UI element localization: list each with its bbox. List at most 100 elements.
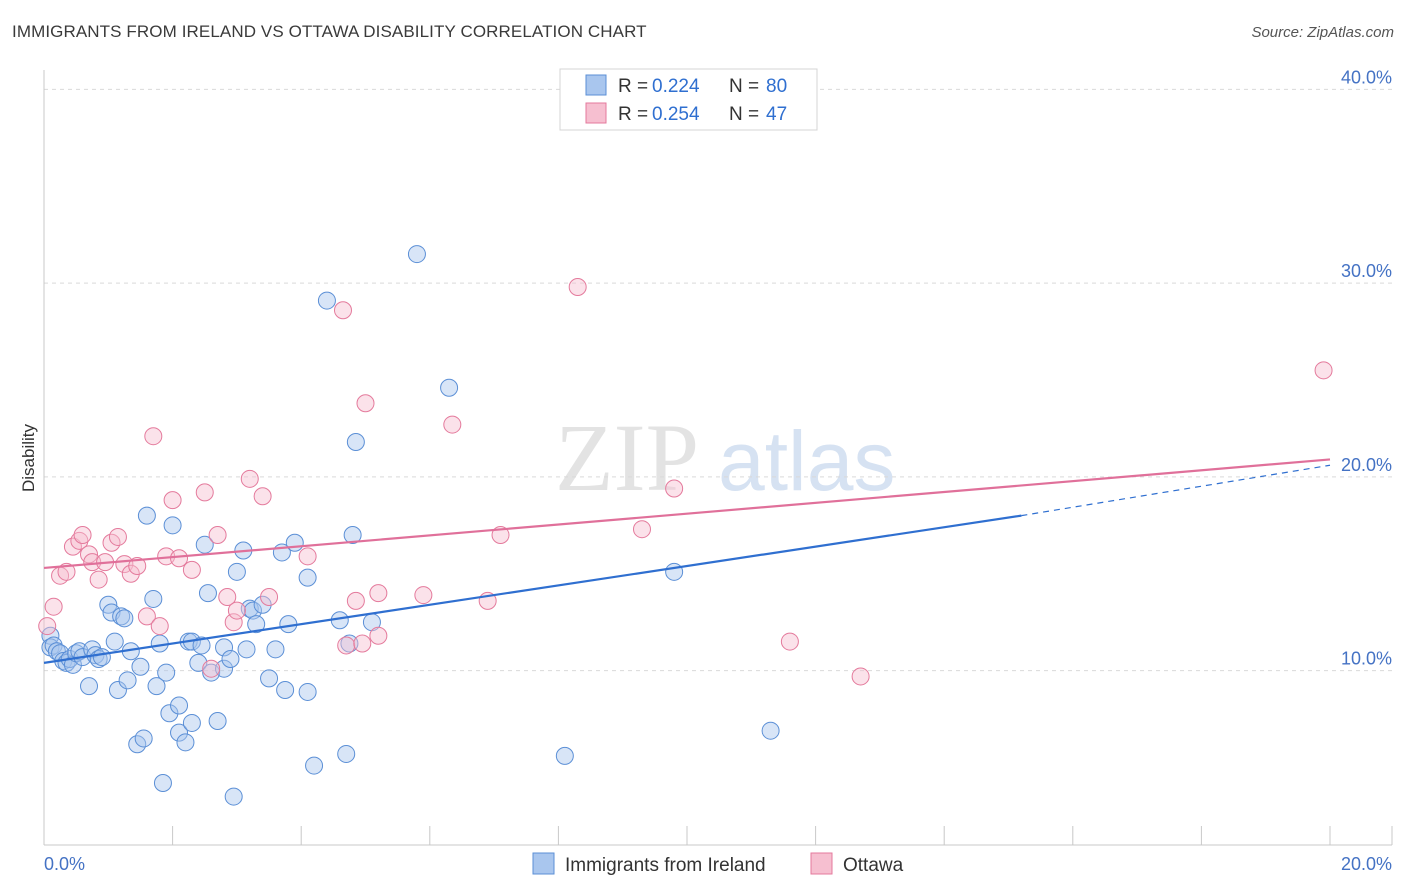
point-ireland-37 [170,723,189,742]
point-ottawa-26 [218,588,237,606]
point-ottawa-12 [108,527,127,546]
point-ireland-79 [761,721,780,740]
legend-n-value-1: 80 [766,76,787,97]
legend-n-label-1: N = [729,76,759,97]
bottom-legend-swatch-pink [810,852,833,875]
point-ottawa-36 [353,634,372,653]
point-ottawa-31 [260,588,279,606]
point-ireland-33 [157,663,176,682]
point-ottawa-34 [337,636,356,655]
point-ireland-77 [555,746,574,765]
point-ottawa-6 [73,526,92,544]
point-ireland-34 [160,704,179,723]
point-ottawa-3 [57,562,76,581]
x-tick-label-min: 0.0% [44,854,85,874]
legend-r-label-1: R = [618,76,648,97]
y-axis-title: Disability [19,423,38,492]
point-ottawa-49 [1314,361,1333,380]
point-ottawa-39 [369,626,388,645]
x-tick-marks [43,826,1393,845]
point-ottawa-46 [665,479,684,498]
point-ireland-45 [198,584,217,603]
point-ireland-60 [266,640,285,659]
point-ireland-19 [105,632,124,651]
point-ireland-66 [298,682,317,701]
legend-r-value-1: 0.224 [652,76,700,97]
bottom-legend-swatch-blue [532,852,555,875]
bottom-legend-label-pink: Ottawa [843,855,904,876]
legend-n-label-2: N = [729,104,759,125]
trend-line-ireland [43,514,1022,664]
legend: R = 0.224 N = 80 R = 0.254 N = 47 [559,68,818,131]
point-ireland-16 [92,648,111,667]
point-ottawa-22 [182,560,201,579]
legend-swatch-pink [585,102,607,124]
point-ireland-38 [176,733,195,752]
source-credit: Source: ZipAtlas.com [1251,24,1394,41]
legend-r-label-2: R = [618,104,648,125]
point-ireland-57 [247,615,266,634]
point-ottawa-48 [851,667,870,686]
point-ireland-75 [407,245,426,264]
point-ireland-68 [317,291,336,310]
x-tick-label-max: 20.0% [1341,854,1392,874]
point-ottawa-28 [227,601,246,620]
point-ireland-78 [665,562,684,581]
y-tick-labels: 10.0% 20.0% 30.0% 40.0% [1341,67,1392,668]
trend-lines [43,458,1331,664]
point-ireland-36 [170,696,189,715]
chart-title: IMMIGRANTS FROM IRELAND VS OTTAWA DISABI… [12,22,647,41]
point-ottawa-33 [333,301,352,320]
point-ireland-21 [112,607,131,626]
series-ireland [41,245,780,806]
trend-line-ottawa [43,458,1331,570]
trend-line-ireland-extension [1021,464,1331,517]
series-ottawa [38,278,1333,686]
point-ottawa-23 [195,483,214,502]
point-ottawa-45 [632,520,651,539]
point-ireland-12 [80,677,99,696]
point-ottawa-27 [224,613,243,632]
point-ottawa-37 [356,394,375,413]
point-ireland-65 [298,568,317,587]
point-ireland-64 [285,533,304,552]
point-ottawa-32 [298,547,317,566]
point-ottawa-18 [150,617,169,636]
point-ottawa-24 [202,659,221,678]
y-tick-label-20: 20.0% [1341,455,1392,475]
y-tick-label-40: 40.0% [1341,67,1392,87]
point-ottawa-44 [568,278,587,296]
point-ottawa-35 [346,591,365,610]
point-ireland-76 [440,378,459,397]
point-ireland-35 [163,516,182,535]
watermark: ZIP atlas [555,404,895,511]
point-ottawa-5 [70,531,89,550]
point-ireland-43 [192,636,211,655]
legend-n-value-2: 47 [766,104,787,125]
grid-lines [44,88,1392,672]
point-ottawa-30 [253,487,272,506]
point-ottawa-40 [414,586,433,605]
watermark-atlas: atlas [718,414,895,508]
point-ireland-67 [305,756,324,775]
point-ireland-49 [215,659,234,678]
point-ireland-51 [224,787,243,806]
point-ireland-59 [260,669,279,688]
point-ireland-30 [147,677,166,696]
point-ireland-32 [153,774,172,792]
point-ottawa-0 [38,617,57,636]
point-ottawa-9 [89,570,108,589]
point-ireland-44 [195,535,214,554]
point-ireland-48 [215,638,234,657]
point-ottawa-17 [144,427,163,446]
point-ottawa-47 [780,632,799,651]
point-ireland-71 [340,634,359,653]
point-ireland-73 [346,433,365,451]
point-ireland-28 [137,506,156,525]
legend-r-value-2: 0.254 [652,104,700,125]
point-ireland-50 [221,650,240,668]
y-tick-label-30: 30.0% [1341,261,1392,281]
point-ottawa-20 [163,491,182,510]
point-ottawa-15 [128,557,147,575]
